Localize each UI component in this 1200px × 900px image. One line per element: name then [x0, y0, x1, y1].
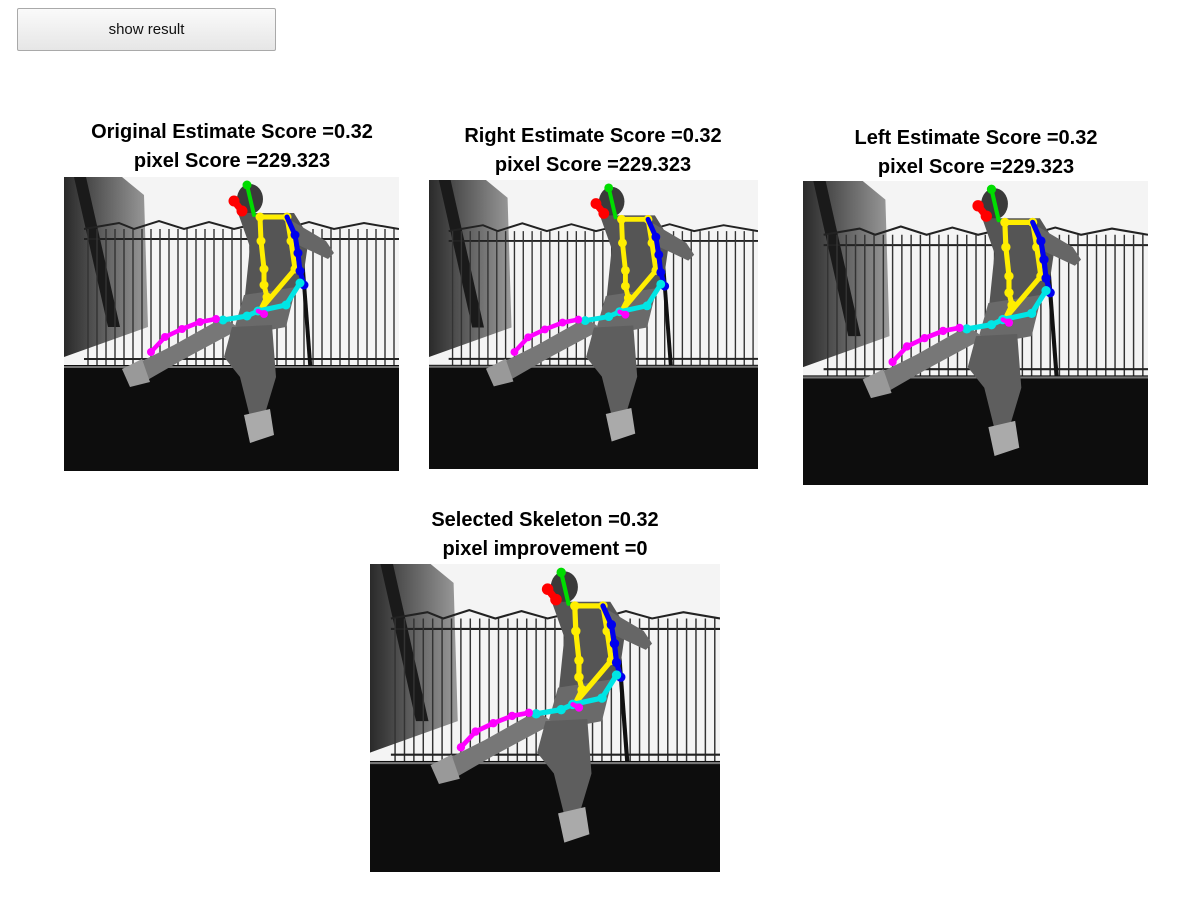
pose-image-selected — [370, 564, 720, 872]
panel-title-left: Left Estimate Score =0.32 pixel Score =2… — [796, 124, 1156, 182]
pose-image-right — [429, 180, 758, 469]
panel-improvement-label: pixel improvement =0 — [442, 538, 648, 560]
wall-shape — [429, 364, 758, 469]
pose-photo — [429, 180, 758, 469]
pose-image-original — [64, 177, 399, 471]
person-silhouette — [430, 571, 653, 843]
panel-pixel-score-label: pixel Score =229.323 — [494, 154, 692, 176]
wall-shape — [803, 375, 1148, 485]
pose-photo — [370, 564, 720, 872]
panel-pixel-score-label: pixel Score =229.323 — [877, 156, 1075, 178]
pose-image-left — [803, 181, 1148, 485]
panel-title-original: Original Estimate Score =0.32 pixel Scor… — [50, 118, 414, 176]
pose-photo — [803, 181, 1148, 485]
pose-photo — [64, 177, 399, 471]
panel-pixel-score-label: pixel Score =229.323 — [133, 150, 331, 172]
pose-skeleton — [456, 567, 626, 752]
show-result-button[interactable]: show result — [17, 8, 276, 51]
wall-shape — [370, 760, 720, 872]
panel-title-selected: Selected Skeleton =0.32 pixel improvemen… — [370, 506, 720, 564]
pose-skeleton — [888, 184, 1055, 367]
panel-score-label: Left Estimate Score =0.32 — [854, 127, 1098, 149]
pose-skeleton — [147, 180, 309, 356]
panel-score-label: Right Estimate Score =0.32 — [464, 125, 722, 147]
pose-skeleton — [510, 183, 670, 356]
panel-score-label: Original Estimate Score =0.32 — [91, 121, 373, 143]
panel-score-label: Selected Skeleton =0.32 — [431, 509, 659, 531]
panel-title-right: Right Estimate Score =0.32 pixel Score =… — [410, 122, 776, 180]
wall-shape — [64, 365, 399, 471]
